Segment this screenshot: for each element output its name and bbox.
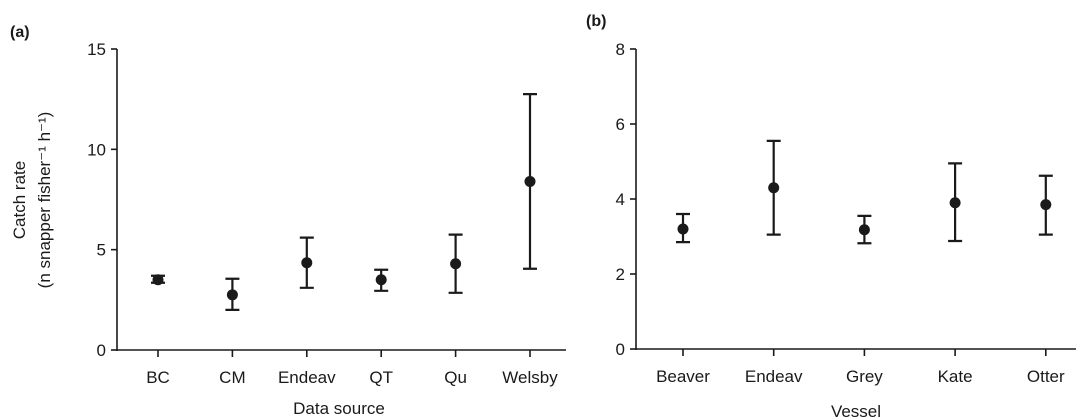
panel-a-x-tick-label: Qu — [444, 368, 467, 387]
panel-a-y-tick-label: 10 — [87, 140, 106, 159]
panel-a-y-axis-title: Catch rate — [10, 161, 29, 239]
panel-a-y-tick-label: 15 — [87, 40, 106, 59]
panel-b-x-tick-label: Endeav — [745, 367, 803, 386]
panel-b-point-endeav — [768, 182, 780, 194]
panel-b-label: (b) — [586, 13, 606, 30]
panel-b-catch-rate-by-vessel: (b) Vessel 0 2 4 6 8 Beaver Endeav Grey Kate Otte… — [586, 13, 1076, 420]
panel-a-point-qt — [375, 274, 387, 286]
panel-a-x-tick-label: Welsby — [502, 368, 558, 387]
panel-a-y-tick-label: 5 — [97, 241, 106, 260]
panel-b-point-beaver — [677, 223, 689, 235]
panel-b-point-otter — [1040, 199, 1052, 211]
panel-b-point-grey — [858, 224, 870, 236]
panel-a-point-welsby — [524, 175, 536, 187]
panel-b-point-kate — [949, 197, 961, 209]
panel-a-x-tick-label: Endeav — [278, 368, 336, 387]
panel-a-x-tick-label: QT — [369, 368, 393, 387]
panel-b-x-tick-label: Kate — [938, 367, 973, 386]
panel-a-y-tick-label: 0 — [97, 341, 106, 360]
panel-b-x-tick-label: Otter — [1027, 367, 1065, 386]
panel-a-point-bc — [152, 274, 164, 286]
panel-b-x-axis-title: Vessel — [831, 402, 881, 420]
panel-b-x-tick-label: Grey — [846, 367, 883, 386]
panel-a-point-qu — [450, 258, 462, 270]
panel-a-point-cm — [226, 289, 238, 301]
panel-b-y-tick-label: 8 — [616, 40, 625, 59]
panel-b-y-tick-label: 2 — [616, 265, 625, 284]
panel-b-y-tick-label: 6 — [616, 115, 625, 134]
panel-a-point-endeav — [301, 257, 313, 269]
panel-b-y-tick-label: 0 — [616, 340, 625, 359]
panel-a-x-axis-title: Data source — [293, 399, 385, 418]
panel-a-x-tick-label: CM — [219, 368, 245, 387]
panel-a-y-axis-title-units: (n snapper fisher⁻¹ h⁻¹) — [35, 112, 54, 289]
panel-a-x-tick-label: BC — [146, 368, 170, 387]
panel-b-y-tick-label: 4 — [616, 190, 625, 209]
panel-b-x-tick-label: Beaver — [656, 367, 710, 386]
panel-a-label: (a) — [10, 24, 30, 41]
panel-a-catch-rate-by-data-source: (a) Catch rate (n snapper fisher⁻¹ h⁻¹) … — [10, 24, 566, 418]
